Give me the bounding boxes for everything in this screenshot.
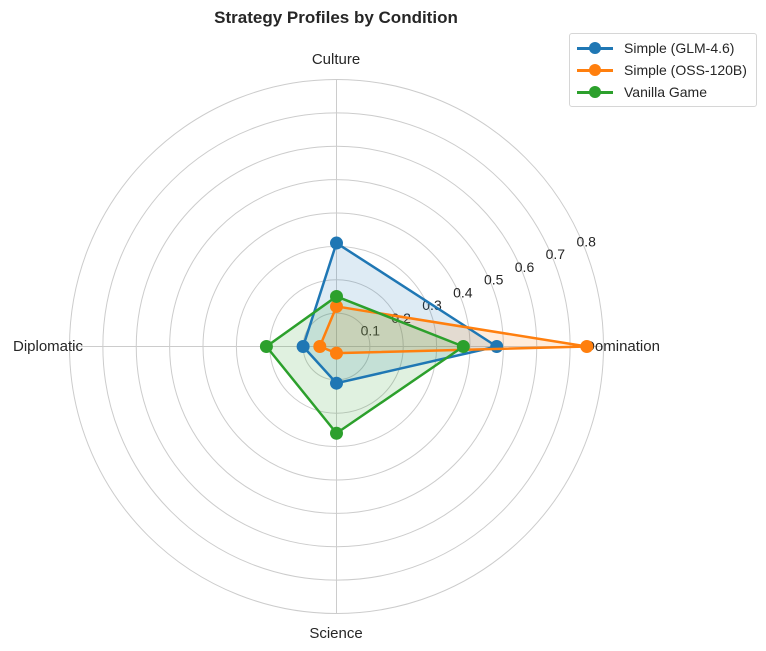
data-point-marker[interactable] xyxy=(456,340,470,353)
data-point-marker[interactable] xyxy=(296,340,310,353)
data-point-marker[interactable] xyxy=(580,340,594,353)
category-label-science: Science xyxy=(309,625,362,642)
category-label-domination: Domination xyxy=(584,338,660,355)
series-fill xyxy=(303,243,497,384)
category-label-culture: Culture xyxy=(312,51,360,68)
data-point-marker[interactable] xyxy=(490,340,504,353)
data-point-marker[interactable] xyxy=(330,426,343,440)
legend-label: Vanilla Game xyxy=(624,84,708,100)
line-marker-icon xyxy=(575,85,615,99)
legend-item-oss[interactable]: Simple (OSS-120B) xyxy=(570,59,756,81)
category-label-diplomatic: Diplomatic xyxy=(13,338,84,355)
line-marker-icon xyxy=(575,63,615,77)
series-fill xyxy=(319,306,587,354)
radial-tick-label: 0.7 xyxy=(546,246,566,262)
line-marker-icon xyxy=(575,41,615,55)
legend-label: Simple (OSS-120B) xyxy=(624,62,747,78)
radial-tick-label: 0.5 xyxy=(484,272,504,288)
data-point-marker[interactable] xyxy=(313,340,327,353)
chart-title: Strategy Profiles by Condition xyxy=(214,8,458,27)
radial-tick-label: 0.8 xyxy=(576,233,596,249)
data-point-marker[interactable] xyxy=(330,346,343,360)
data-point-marker[interactable] xyxy=(330,289,343,303)
radial-tick-label: 0.1 xyxy=(361,323,381,339)
data-point-marker[interactable] xyxy=(259,340,273,353)
legend-item-vanilla[interactable]: Vanilla Game xyxy=(570,81,756,103)
legend: Simple (GLM-4.6) Simple (OSS-120B) Vanil… xyxy=(569,33,757,107)
data-point-marker[interactable] xyxy=(330,299,343,313)
data-point-marker[interactable] xyxy=(330,236,343,250)
legend-item-glm[interactable]: Simple (GLM-4.6) xyxy=(570,37,756,59)
legend-label: Simple (GLM-4.6) xyxy=(624,40,735,56)
data-point-marker[interactable] xyxy=(330,376,343,390)
series-fill xyxy=(266,296,464,434)
data-series xyxy=(259,236,594,440)
radial-tick-label: 0.6 xyxy=(515,259,535,275)
radial-tick-label: 0.4 xyxy=(453,284,473,300)
category-labels: Domination Culture Diplomatic Science xyxy=(13,51,660,642)
